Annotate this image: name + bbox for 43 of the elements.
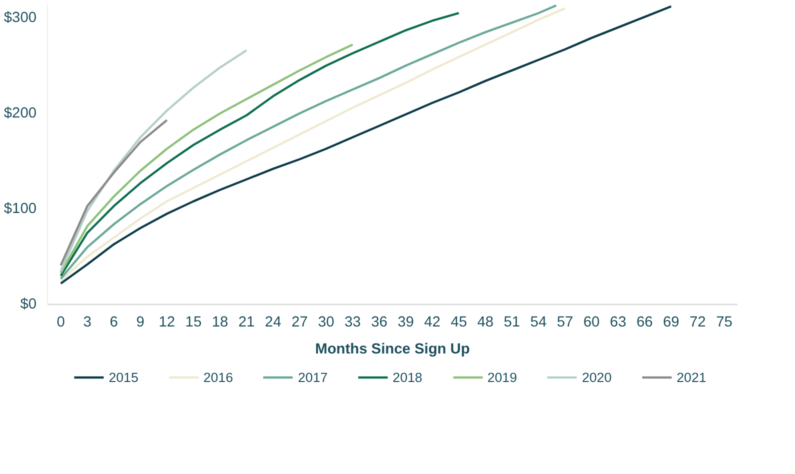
legend-label: 2017 [298,370,328,384]
x-tick-label: 48 [477,314,494,330]
x-tick-label: 63 [610,314,626,330]
y-tick-label: $200 [4,105,37,122]
x-tick-label: 15 [185,314,202,330]
legend-label: 2018 [392,370,422,384]
x-tick-label: 75 [716,314,732,330]
legend-label: 2016 [203,370,234,384]
x-tick-label: 12 [158,314,176,330]
x-tick-label: 54 [530,314,547,330]
x-tick-label: 45 [450,314,468,330]
x-tick-label: 0 [56,314,65,330]
legend-label: 2021 [676,370,706,384]
y-tick-label: $0 [20,296,37,312]
x-tick-label: 36 [371,314,388,330]
x-tick-label: 30 [318,314,334,330]
x-tick-label: 6 [110,314,118,330]
line-series [60,49,248,272]
x-tick-label: 24 [264,314,282,330]
x-tick-label: 60 [583,314,600,330]
line-series [60,12,460,277]
legend-label: 2015 [108,370,138,384]
x-tick-label: 39 [398,314,414,330]
line-series [60,5,672,285]
x-tick-label: 72 [690,314,706,330]
x-tick-label: 27 [291,314,308,330]
legend-label: 2020 [582,370,612,384]
y-tick-label: $100 [4,200,37,217]
x-tick-label: 18 [212,314,228,330]
x-tick-label: 57 [556,314,574,330]
x-tick-label: 9 [136,314,144,330]
line-series [60,119,168,266]
x-axis-title: Months Since Sign Up [315,342,470,358]
x-tick-label: 69 [663,314,680,330]
x-tick-label: 21 [238,314,255,330]
x-tick-label: 42 [424,314,440,330]
line-series [60,44,354,274]
x-tick-label: 51 [504,314,520,330]
y-tick-label: $300 [4,10,37,26]
x-tick-label: 33 [344,314,361,330]
x-tick-label: 66 [636,314,653,330]
x-tick-label: 3 [83,314,92,330]
legend-label: 2019 [487,370,517,384]
